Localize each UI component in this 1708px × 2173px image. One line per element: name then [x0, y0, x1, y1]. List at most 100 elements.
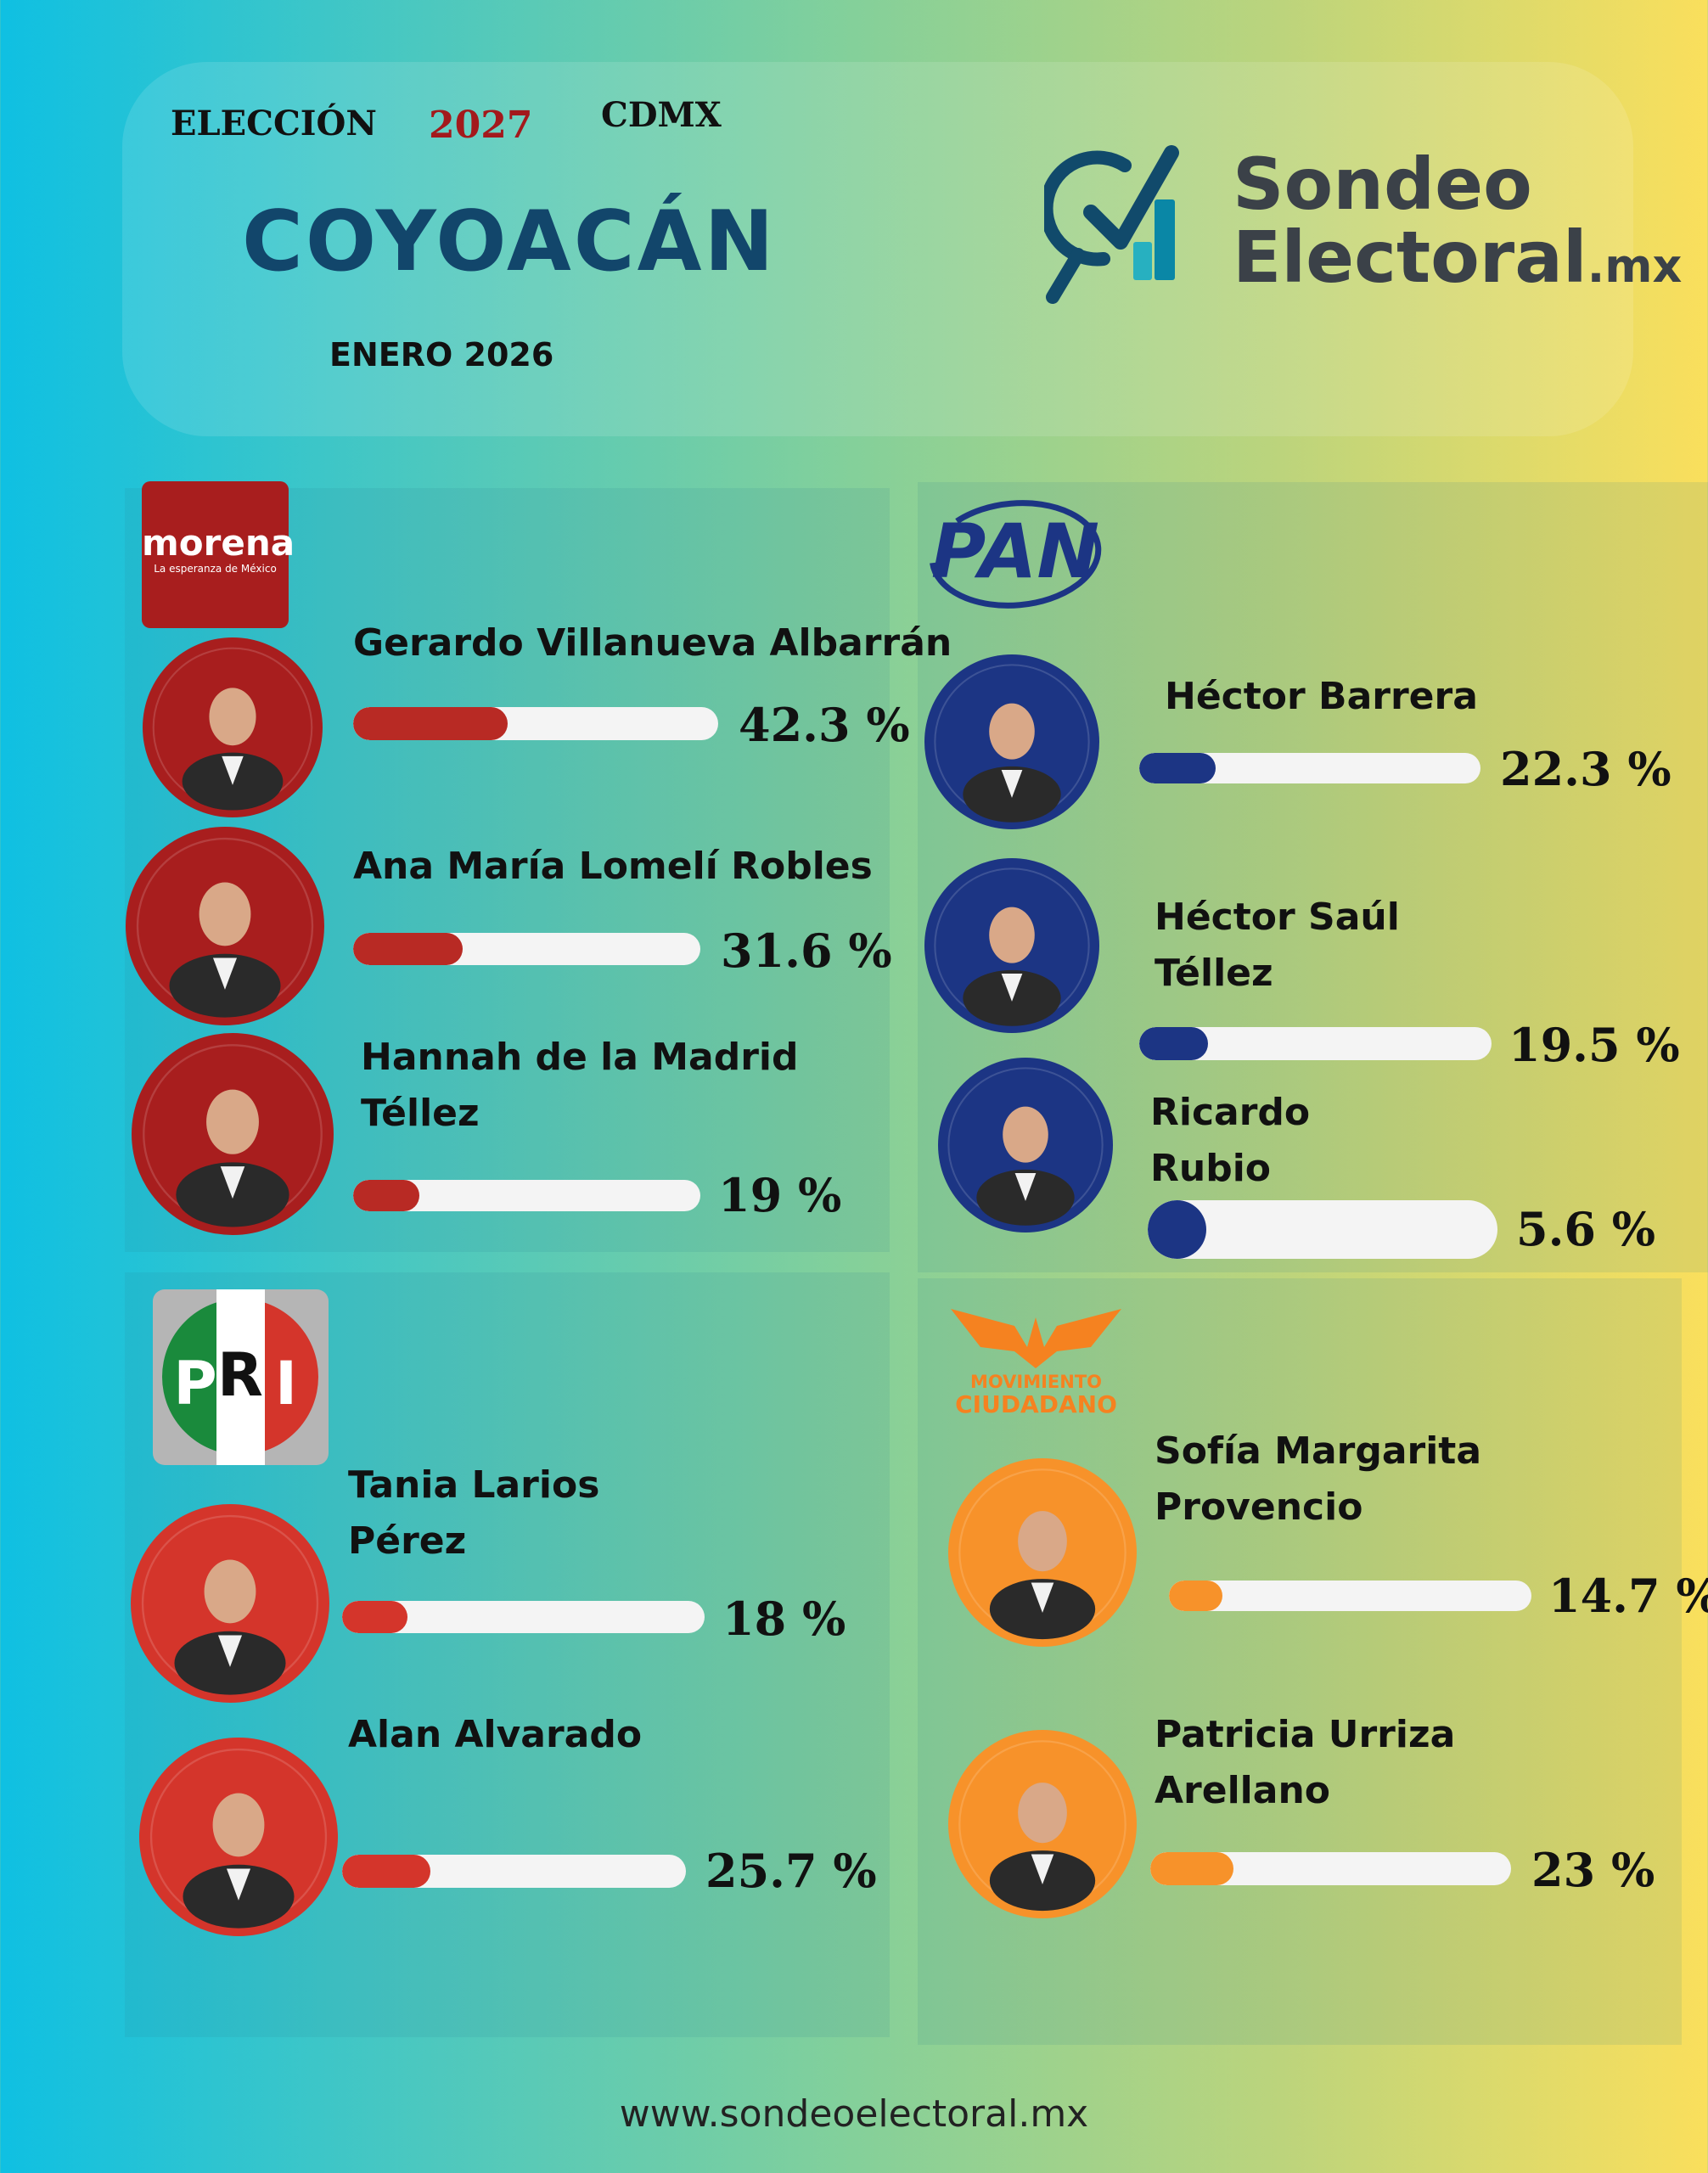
candidate-name: Hannah de la Madrid Téllez — [361, 1030, 799, 1142]
vote-percentage: 25.7 % — [705, 1844, 877, 1898]
vote-bar-fill — [1150, 1852, 1233, 1885]
candidate-name-line: Téllez — [361, 1092, 480, 1135]
vote-bar-fill — [342, 1601, 407, 1633]
candidate-name: Alan Alvarado — [348, 1707, 642, 1763]
candidate-name-line: Arellano — [1155, 1769, 1331, 1812]
vote-bar — [353, 933, 700, 965]
candidate-name-line: Provencio — [1155, 1485, 1363, 1529]
vote-percentage: 31.6 % — [721, 924, 892, 978]
person-icon — [149, 1748, 328, 1929]
candidate-photo — [132, 1033, 334, 1235]
candidate-name-line: Hannah de la Madrid — [361, 1036, 799, 1079]
candidate-name-line: Sofía Margarita — [1155, 1429, 1482, 1473]
candidate-name: Héctor Saúl Téllez — [1155, 890, 1400, 1002]
candidate-name: Sofía Margarita Provencio — [1155, 1423, 1481, 1536]
mc-name-line2: CIUDADANO — [955, 1390, 1117, 1418]
candidate-name-line: Pérez — [348, 1519, 467, 1563]
candidate-name-line: Tania Larios — [348, 1463, 600, 1507]
person-icon — [958, 1468, 1126, 1640]
vote-bar-fill — [1169, 1581, 1222, 1611]
candidate-name-line: Ricardo — [1150, 1091, 1311, 1134]
candidate-name-line: Héctor Saúl — [1155, 896, 1400, 939]
candidate-photo — [938, 1058, 1113, 1232]
eagle-icon — [951, 1309, 1121, 1368]
pan-logo: PAN — [929, 500, 1102, 609]
vote-bar-fill — [353, 707, 508, 740]
logo-text-sondeo: Sondeo — [1233, 143, 1532, 226]
candidate-photo — [143, 637, 323, 817]
eleccion-label: ELECCIÓN — [171, 104, 377, 143]
election-year: 2027 — [429, 104, 533, 147]
candidate-name-line: Patricia Urriza — [1155, 1713, 1456, 1756]
region-label: CDMX — [601, 95, 722, 135]
pan-logo-text: PAN — [931, 508, 1099, 595]
candidate-name-line: Alan Alvarado — [348, 1713, 643, 1756]
candidate-name-line: Rubio — [1150, 1147, 1272, 1190]
logo-text-electoral: Electoral.mx — [1233, 219, 1682, 305]
person-icon — [934, 868, 1090, 1026]
vote-bar-fill — [342, 1855, 431, 1888]
person-icon — [934, 664, 1090, 823]
vote-bar — [342, 1601, 705, 1633]
candidate-name-line: Téllez — [1155, 952, 1273, 995]
person-icon — [947, 1067, 1104, 1226]
header-card — [122, 62, 1633, 436]
vote-percentage: 14.7 % — [1548, 1569, 1708, 1623]
candidate-name: Gerardo Villanueva Albarrán — [353, 615, 952, 671]
vote-bar — [342, 1855, 686, 1888]
vote-bar — [1148, 1200, 1497, 1259]
vote-bar — [1139, 1027, 1492, 1060]
vote-percentage: 19 % — [718, 1168, 842, 1222]
candidate-name: Ana María Lomelí Robles — [353, 839, 873, 895]
vote-bar — [353, 707, 718, 740]
vote-bar-fill — [1139, 753, 1216, 783]
morena-tagline: La esperanza de México — [154, 563, 277, 575]
vote-percentage: 23 % — [1531, 1843, 1655, 1897]
morena-logo: morena La esperanza de México — [142, 481, 295, 628]
person-icon — [141, 1514, 319, 1695]
vote-percentage: 18 % — [722, 1592, 846, 1646]
pri-letter-p: P — [173, 1349, 216, 1418]
candidate-photo — [139, 1738, 338, 1936]
candidate-photo — [131, 1504, 329, 1703]
candidate-photo — [126, 827, 324, 1025]
sondeo-logo-icon — [1044, 145, 1179, 304]
survey-date: ENERO 2026 — [329, 336, 554, 373]
candidate-name: Ricardo Rubio — [1150, 1085, 1310, 1197]
candidate-name-line: Gerardo Villanueva Albarrán — [353, 621, 952, 665]
candidate-name: Tania Larios Pérez — [348, 1457, 599, 1569]
vote-bar-fill — [1139, 1027, 1208, 1060]
candidate-photo — [924, 654, 1099, 829]
page-title: COYOACÁN — [242, 194, 777, 290]
candidate-name: Patricia Urriza Arellano — [1155, 1707, 1455, 1819]
morena-logo-text: morena — [142, 522, 295, 564]
vote-bar — [1150, 1852, 1511, 1885]
mc-logo: MOVIMIENTO CIUDADANO — [947, 1300, 1126, 1418]
candidate-name-line: Héctor Barrera — [1165, 675, 1478, 718]
pri-letter-i: I — [275, 1349, 297, 1418]
candidate-photo — [948, 1730, 1137, 1918]
vote-bar-fill — [353, 933, 464, 965]
person-icon — [136, 837, 314, 1018]
vote-percentage: 42.3 % — [739, 698, 910, 752]
pri-letter-r: R — [217, 1340, 263, 1410]
vote-percentage: 19.5 % — [1509, 1018, 1680, 1072]
vote-bar — [1139, 753, 1480, 783]
vote-bar — [353, 1180, 700, 1211]
vote-bar-fill — [1148, 1200, 1206, 1259]
person-icon — [152, 647, 313, 811]
logo-electoral: Electoral — [1233, 216, 1587, 299]
person-icon — [958, 1740, 1126, 1912]
vote-bar-fill — [353, 1180, 419, 1211]
vote-percentage: 22.3 % — [1500, 742, 1671, 796]
candidate-name-line: Ana María Lomelí Robles — [353, 845, 873, 888]
vote-bar — [1169, 1581, 1531, 1611]
person-icon — [143, 1044, 323, 1227]
vote-percentage: 5.6 % — [1516, 1202, 1656, 1256]
logo-suffix: .mx — [1587, 239, 1683, 293]
candidate-photo — [948, 1458, 1137, 1647]
candidate-name: Héctor Barrera — [1165, 669, 1478, 725]
candidate-photo — [924, 858, 1099, 1033]
mc-name-line1: MOVIMIENTO — [969, 1372, 1103, 1392]
footer-url[interactable]: www.sondeoelectoral.mx — [619, 2092, 1089, 2136]
